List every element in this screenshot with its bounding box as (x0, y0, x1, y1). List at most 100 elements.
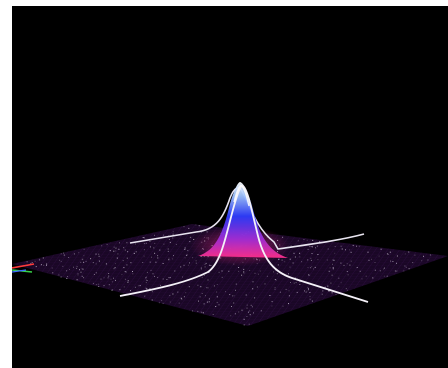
noise-dot (212, 314, 214, 315)
noise-dot (361, 278, 363, 280)
noise-dot (80, 261, 82, 263)
noise-dot (293, 252, 295, 254)
surface-plot-render (12, 182, 448, 326)
noise-dot (380, 248, 382, 250)
noise-dot (34, 260, 36, 262)
noise-dot (279, 291, 281, 293)
noise-dot (392, 261, 394, 262)
noise-dot (142, 262, 144, 263)
noise-dot (109, 250, 111, 252)
noise-dot (352, 244, 354, 246)
noise-dot (216, 284, 218, 285)
noise-dot (43, 264, 45, 266)
noise-dot (63, 252, 65, 254)
noise-dot (195, 224, 197, 226)
noise-dot (108, 273, 110, 274)
noise-dot (208, 298, 210, 300)
noise-dot (405, 266, 407, 268)
noise-dot (145, 282, 147, 284)
noise-dot (134, 243, 136, 245)
noise-dot (334, 246, 336, 247)
noise-dot (281, 259, 283, 261)
noise-dot (115, 250, 117, 252)
noise-dot (359, 270, 361, 272)
noise-dot (154, 242, 156, 244)
noise-dot (231, 306, 232, 307)
noise-dot (210, 265, 212, 266)
noise-dot (203, 303, 205, 305)
noise-dot (384, 267, 385, 269)
noise-dot (252, 288, 254, 290)
noise-dot (308, 287, 309, 289)
noise-dot (175, 244, 177, 245)
noise-dot (177, 291, 179, 293)
noise-dot (345, 249, 346, 251)
noise-dot (299, 281, 301, 283)
gaussian-peak (198, 182, 288, 258)
noise-dot (340, 282, 342, 284)
noise-dot (403, 270, 405, 272)
noise-dot (83, 248, 85, 250)
noise-dot (289, 258, 291, 260)
noise-dot (111, 281, 113, 283)
peak-highlight (233, 184, 250, 207)
noise-dot (98, 260, 100, 262)
noise-dot (133, 252, 135, 254)
noise-dot (180, 297, 182, 299)
noise-dot (66, 277, 68, 279)
noise-dot (82, 258, 84, 260)
noise-dot (168, 257, 170, 259)
noise-dot (278, 258, 280, 260)
noise-dot (274, 279, 276, 280)
noise-dot (78, 252, 80, 254)
noise-dot (260, 310, 262, 312)
noise-dot (290, 245, 292, 247)
noise-dot (311, 246, 313, 248)
noise-dot (172, 237, 174, 239)
noise-dot (155, 261, 157, 263)
noise-dot (151, 291, 153, 293)
noise-dot (132, 273, 134, 275)
noise-dot (304, 290, 305, 292)
noise-dot (374, 269, 376, 271)
noise-dot (113, 277, 114, 279)
noise-dot (197, 284, 199, 286)
noise-dot (153, 247, 155, 249)
noise-dot (110, 278, 112, 280)
noise-dot (143, 249, 145, 251)
noise-dot (185, 292, 187, 294)
noise-dot (169, 277, 171, 279)
noise-dot (256, 286, 258, 288)
noise-dot (127, 280, 129, 282)
noise-dot (195, 260, 197, 262)
noise-dot (296, 291, 298, 293)
noise-dot (134, 286, 136, 288)
noise-dot (213, 285, 215, 287)
noise-dot (125, 271, 127, 273)
noise-dot (145, 277, 147, 279)
noise-dot (167, 248, 169, 250)
noise-dot (142, 237, 144, 238)
noise-dot (310, 246, 312, 247)
noise-dot (95, 263, 97, 265)
noise-dot (330, 282, 332, 284)
noise-dot (221, 270, 223, 272)
noise-dot (83, 277, 85, 279)
noise-dot (103, 277, 105, 279)
noise-dot (183, 264, 185, 266)
noise-dot (178, 302, 180, 304)
noise-dot (127, 251, 129, 253)
noise-dot (198, 300, 199, 302)
noise-dot (98, 253, 100, 255)
noise-dot (303, 239, 305, 240)
noise-dot (149, 288, 151, 290)
noise-dot (311, 266, 313, 268)
noise-dot (350, 260, 352, 262)
noise-dot (115, 279, 116, 281)
noise-dot (297, 240, 299, 242)
noise-dot (174, 270, 176, 272)
noise-dot (249, 314, 251, 316)
noise-dot (408, 251, 410, 253)
noise-dot (324, 286, 326, 288)
noise-dot (130, 290, 131, 292)
